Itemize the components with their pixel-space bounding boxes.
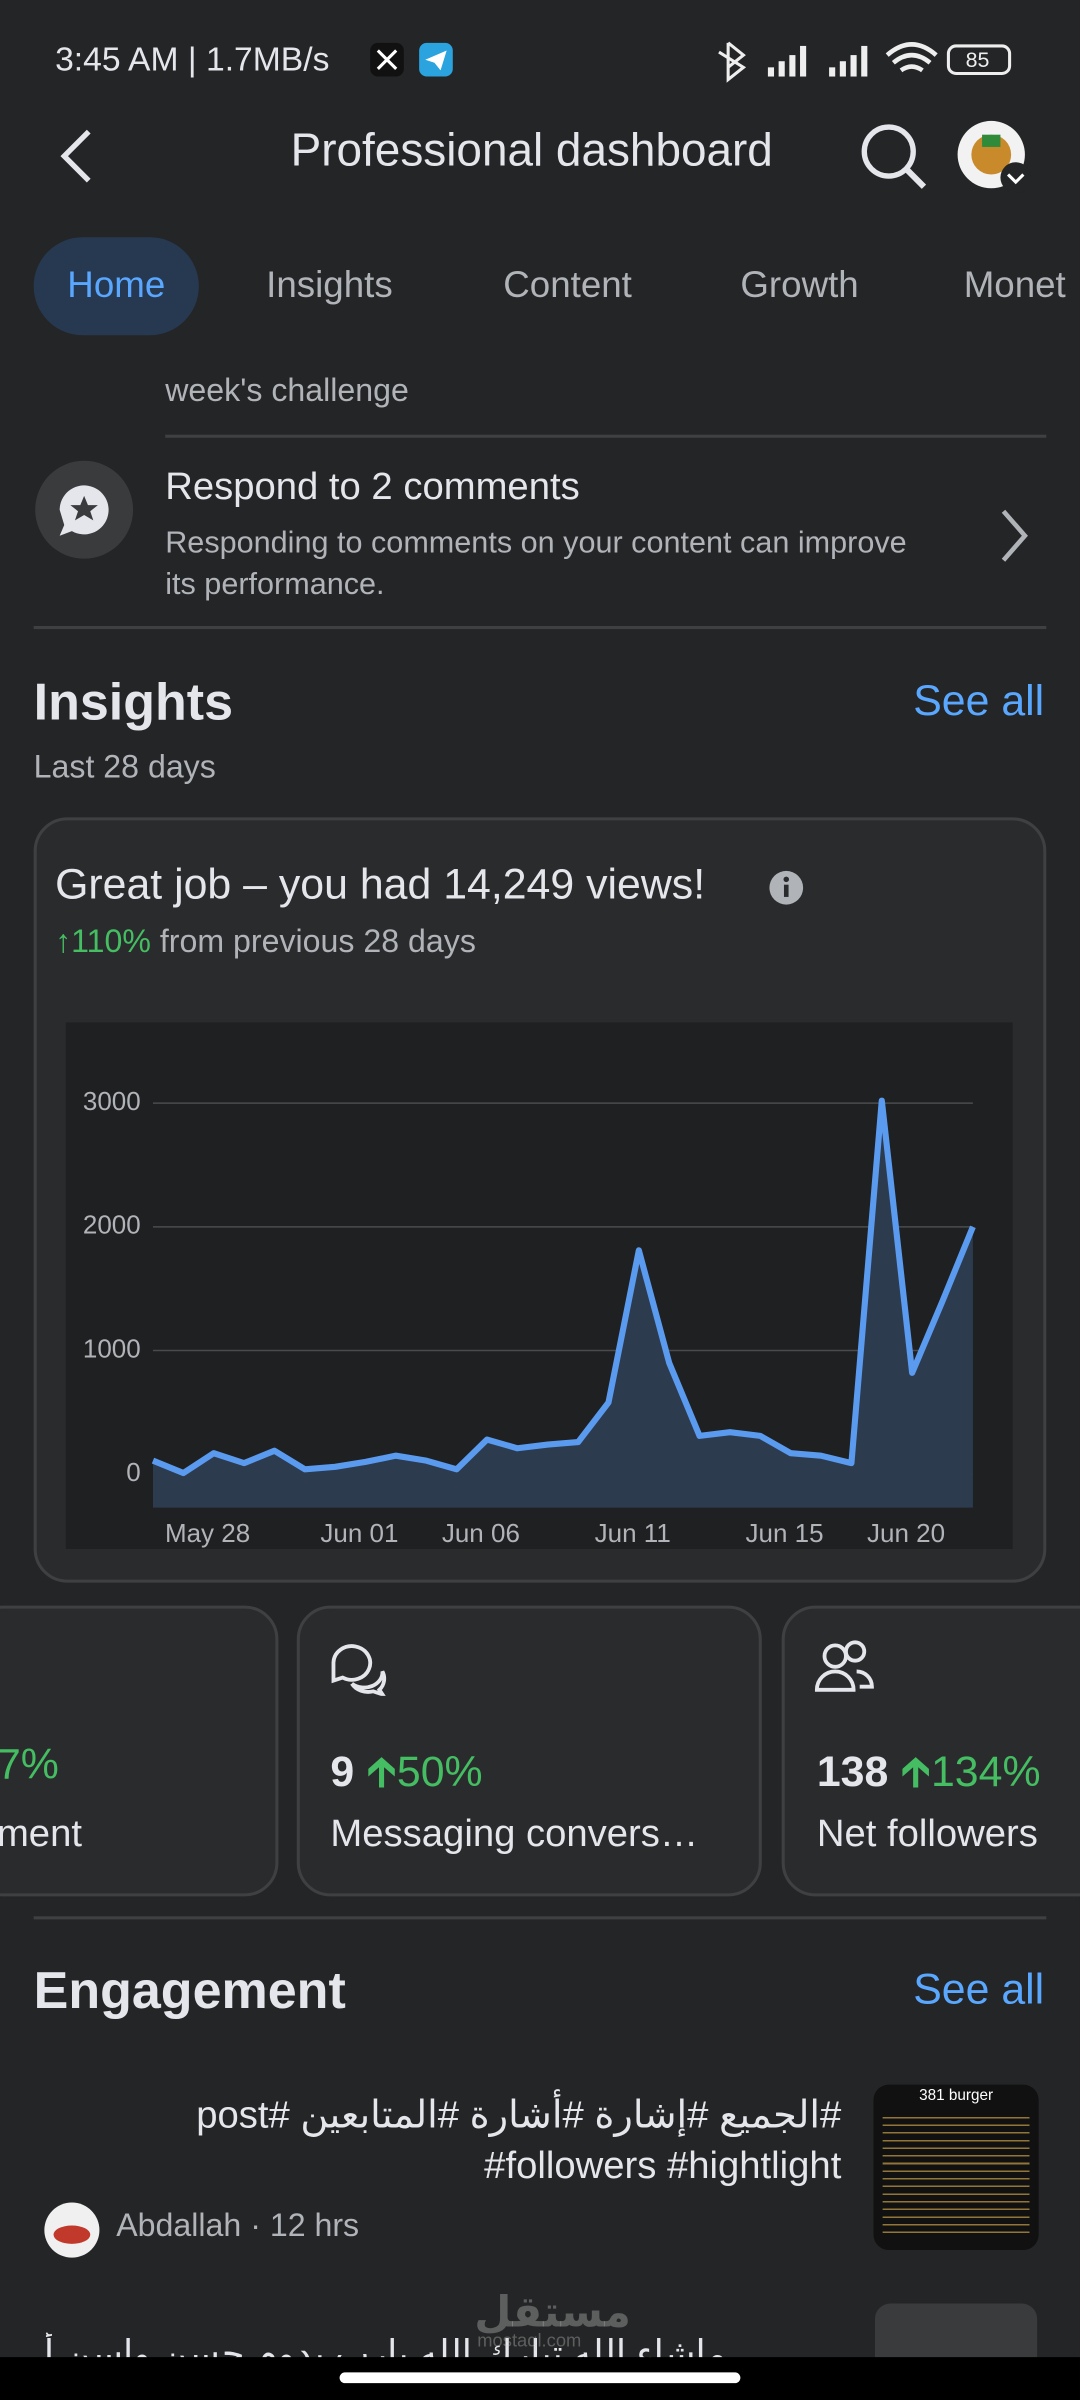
task-description: Responding to comments on your content c… <box>165 526 907 602</box>
metric-value: 9 <box>330 1747 355 1796</box>
post-thumbnail[interactable]: 381 burger <box>873 2084 1039 2250</box>
metric-change: 134% <box>930 1747 1041 1796</box>
area-fill <box>152 1100 973 1508</box>
task-title[interactable]: Respond to 2 comments <box>165 465 580 509</box>
metric-label: Messaging convers… <box>330 1812 699 1856</box>
post-text[interactable]: #الجميع #إشارة #أشارة #المتابعين #post #… <box>196 2093 842 2188</box>
tab[interactable]: Growth <box>740 264 859 307</box>
challenge-text: week's challenge <box>165 373 409 409</box>
x-tick-label: Jun 20 <box>867 1518 945 1548</box>
views-change-note: from previous 28 days <box>159 924 476 960</box>
y-tick-label: 0 <box>126 1457 140 1487</box>
metric-card[interactable] <box>781 1605 1080 1897</box>
metric-change: 50% <box>396 1747 483 1796</box>
views-headline: Great job – you had 14,249 views! <box>55 860 706 908</box>
author-avatar <box>44 2202 100 2258</box>
chevron[interactable] <box>994 505 1034 566</box>
watermark: مستقل <box>474 2288 631 2336</box>
metric-label: ment <box>0 1812 82 1856</box>
thumbnail-title: 381 burger <box>919 2087 994 2105</box>
x-tick-label: Jun 01 <box>320 1518 398 1548</box>
home-indicator[interactable] <box>339 2372 741 2384</box>
status-icons: 85 <box>718 41 1012 83</box>
comment-icon <box>35 460 134 559</box>
status-app-icons <box>370 42 453 77</box>
x-tick-label: May 28 <box>165 1518 250 1548</box>
watermark-site: mostaql.com <box>477 2329 582 2352</box>
views-change: ↑110% <box>55 924 151 960</box>
tab[interactable]: Content <box>503 264 632 307</box>
tab[interactable]: Home <box>33 237 199 336</box>
metric-card[interactable] <box>296 1605 762 1897</box>
profile-avatar[interactable] <box>955 119 1035 196</box>
metric-value: 138 <box>816 1747 889 1796</box>
tab[interactable]: Insights <box>266 264 393 307</box>
battery-level: 85 <box>966 48 990 72</box>
metric-card[interactable] <box>0 1605 279 1897</box>
metric-change: 7% <box>0 1740 59 1788</box>
messages-icon <box>331 1644 387 1696</box>
divider <box>33 1916 1047 1920</box>
section-title: Engagement <box>33 1962 346 2021</box>
see-all-link[interactable]: See all <box>913 676 1045 724</box>
tab[interactable]: Monet <box>963 264 1066 307</box>
y-tick-label: 2000 <box>83 1210 141 1240</box>
search-button[interactable] <box>857 119 930 192</box>
y-tick-label: 3000 <box>83 1086 141 1116</box>
x-tick-label: Jun 06 <box>442 1518 520 1548</box>
back-button[interactable] <box>55 126 101 187</box>
info-icon[interactable] <box>768 869 805 906</box>
followers-icon <box>814 1640 874 1692</box>
post-meta: Abdallah · 12 hrs <box>116 2208 360 2244</box>
see-all-link[interactable]: See all <box>913 1965 1045 2013</box>
status-time: 3:45 AM | 1.7MB/s <box>55 39 330 79</box>
period: Last 28 days <box>33 749 216 786</box>
y-tick-label: 1000 <box>83 1333 141 1363</box>
line <box>151 1097 976 1477</box>
divider <box>33 626 1047 630</box>
x-tick-label: Jun 11 <box>595 1518 671 1548</box>
metric-label: Net followers <box>816 1812 1038 1856</box>
divider <box>165 434 1047 438</box>
section-title: Insights <box>33 673 234 732</box>
x-tick-label: Jun 15 <box>746 1518 824 1548</box>
page-title: Professional dashboard <box>290 125 773 177</box>
